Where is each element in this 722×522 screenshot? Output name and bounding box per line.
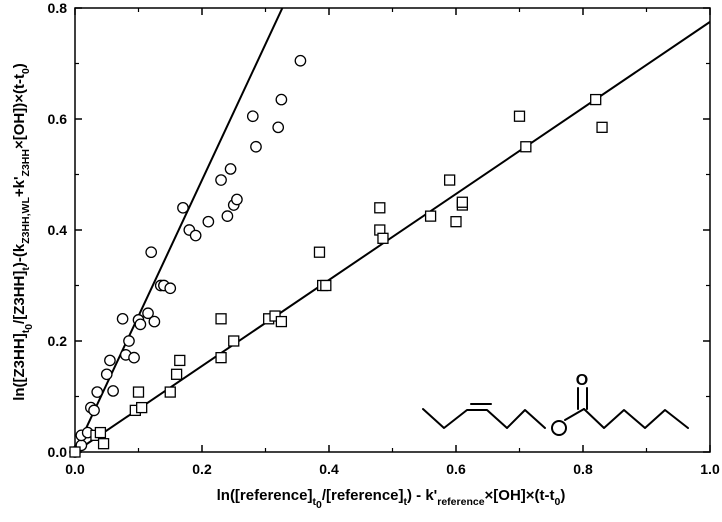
circle-point [100, 368, 113, 381]
circle-point [134, 318, 147, 331]
circle-series [69, 54, 307, 458]
circle-point [164, 282, 177, 295]
x-tick-label: 0.4 [319, 461, 339, 477]
x-tick-label: 0.6 [446, 461, 466, 477]
square-point [377, 232, 389, 244]
plot-frame [74, 7, 711, 453]
circle-point [215, 174, 227, 186]
circle-point [123, 335, 135, 347]
circle-point [91, 386, 104, 398]
y-tick-label: 0.2 [48, 333, 68, 349]
circle-point [272, 121, 285, 134]
square-point [170, 368, 183, 380]
x-tick-label: 1.0 [700, 461, 720, 477]
y-tick-label: 0.0 [48, 444, 68, 460]
square-point [97, 438, 110, 450]
circle-point [294, 54, 307, 67]
circle-fit-line [75, 8, 284, 452]
circle-point [202, 215, 215, 228]
circle-point [128, 351, 140, 364]
square-point [164, 386, 176, 398]
square-point [275, 315, 288, 328]
fit-lines [75, 8, 710, 452]
oxygen-label: O [576, 372, 588, 389]
circle-point [250, 140, 262, 153]
x-axis-title: ln([reference]t0/[reference]t) - k'refer… [217, 487, 566, 511]
square-point [450, 216, 462, 228]
square-point [132, 386, 145, 398]
square-point [520, 141, 532, 153]
square-fit-line [75, 21, 710, 452]
square-point [513, 110, 526, 122]
circle-point [104, 354, 116, 367]
circle-point [116, 312, 129, 325]
molecule-structure: O [422, 372, 689, 436]
x-tick-label: 0.8 [573, 461, 593, 477]
square-series [69, 93, 608, 458]
circle-point [107, 385, 119, 397]
circle-point [224, 163, 237, 175]
square-point [69, 446, 81, 458]
square-point [136, 401, 148, 414]
square-point [320, 279, 332, 292]
square-point [456, 196, 469, 208]
circle-point [142, 307, 154, 320]
y-tick-label: 0.4 [48, 222, 68, 238]
circle-point [177, 201, 189, 214]
x-tick-label: 0.2 [192, 461, 212, 477]
square-point [424, 210, 437, 222]
circle-point [221, 210, 234, 222]
square-point [215, 313, 227, 325]
y-axis-title: ln([Z3HH]t0/[Z3HH]t)-(kZ3HH,WL+k'Z3HH×[O… [11, 63, 35, 401]
square-point [596, 121, 608, 133]
square-point [374, 202, 386, 214]
circle-point [246, 110, 259, 123]
square-point [228, 335, 240, 347]
square-point [443, 174, 456, 186]
circle-point [88, 404, 100, 417]
square-point [215, 351, 227, 364]
circle-point [231, 193, 243, 206]
circle-point [275, 93, 288, 106]
circle-point [189, 229, 202, 242]
square-point [174, 354, 186, 367]
data-marks [69, 8, 710, 458]
circle-point [145, 246, 158, 259]
circle-point [148, 315, 161, 328]
square-point [94, 426, 107, 439]
plot-area: 0.0 0.2 0.4 0.6 0.8 1.0 0.0 0.2 0.4 0.6 0.8 [48, 0, 720, 477]
square-point [313, 246, 326, 258]
square-point [590, 93, 602, 106]
y-tick-label: 0.6 [48, 111, 68, 127]
x-tick-label: 0.0 [65, 461, 85, 477]
y-tick-label: 0.8 [48, 0, 68, 16]
